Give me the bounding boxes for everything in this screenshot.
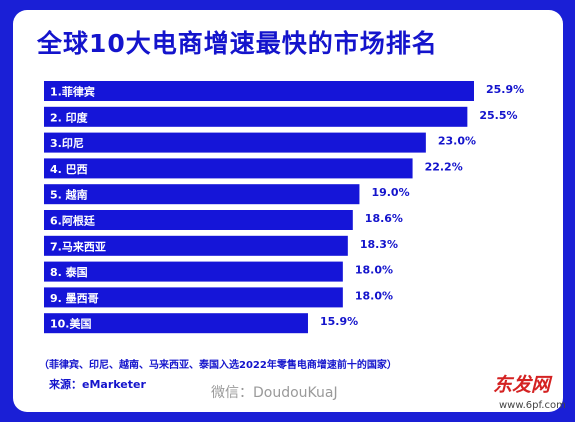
source-note: 来源：eMarketer <box>49 378 146 391</box>
bar <box>44 287 343 308</box>
site-logo: 东发网 <box>493 374 551 396</box>
value-label: 18.6% <box>365 212 403 225</box>
bar <box>44 235 348 256</box>
value-label: 25.9% <box>486 83 524 96</box>
bar <box>44 81 474 101</box>
bar <box>44 313 308 334</box>
chart-card: 全球10大电商增速最快的市场排名 1.菲律宾 25.9% 2. 印度 25.5% 3.印… <box>13 10 566 412</box>
site-url: www.6pf.com <box>499 400 566 411</box>
bar-chart: 1.菲律宾 25.9% 2. 印度 25.5% 3.印尼 23.0% 4. 巴西 22.2% 5… <box>44 81 524 334</box>
value-label: 25.5% <box>479 109 517 122</box>
bar <box>44 261 343 282</box>
value-label: 18.0% <box>355 289 393 302</box>
value-label: 22.2% <box>425 160 463 173</box>
category-label: 4. 巴西 <box>50 163 88 176</box>
bar <box>44 106 468 127</box>
category-label: 3.印尼 <box>50 137 84 150</box>
bar <box>44 184 360 205</box>
category-label: 6.阿根廷 <box>50 214 96 228</box>
bar <box>44 158 413 179</box>
category-label: 10.美国 <box>50 317 92 331</box>
value-label: 15.9% <box>320 315 358 328</box>
bar <box>44 210 353 230</box>
chart-title: 全球10大电商增速最快的市场排名 <box>37 29 438 58</box>
value-label: 23.0% <box>438 135 476 148</box>
category-label: 8. 泰国 <box>50 265 88 279</box>
category-label: 9. 墨西哥 <box>50 292 99 305</box>
bar <box>44 132 426 153</box>
category-label: 2. 印度 <box>50 110 89 124</box>
wechat-watermark: 微信：DoudouKuaJ <box>211 385 338 401</box>
value-label: 18.3% <box>360 238 398 251</box>
category-label: 5. 越南 <box>50 188 88 202</box>
value-label: 18.0% <box>355 264 393 277</box>
category-label: 7.马来西亚 <box>50 239 106 253</box>
footnote: （菲律宾、印尼、越南、马来西亚、泰国入选2022年零售电商增速前十的国家） <box>39 360 397 371</box>
category-label: 1.菲律宾 <box>50 85 95 99</box>
value-label: 19.0% <box>371 186 409 199</box>
